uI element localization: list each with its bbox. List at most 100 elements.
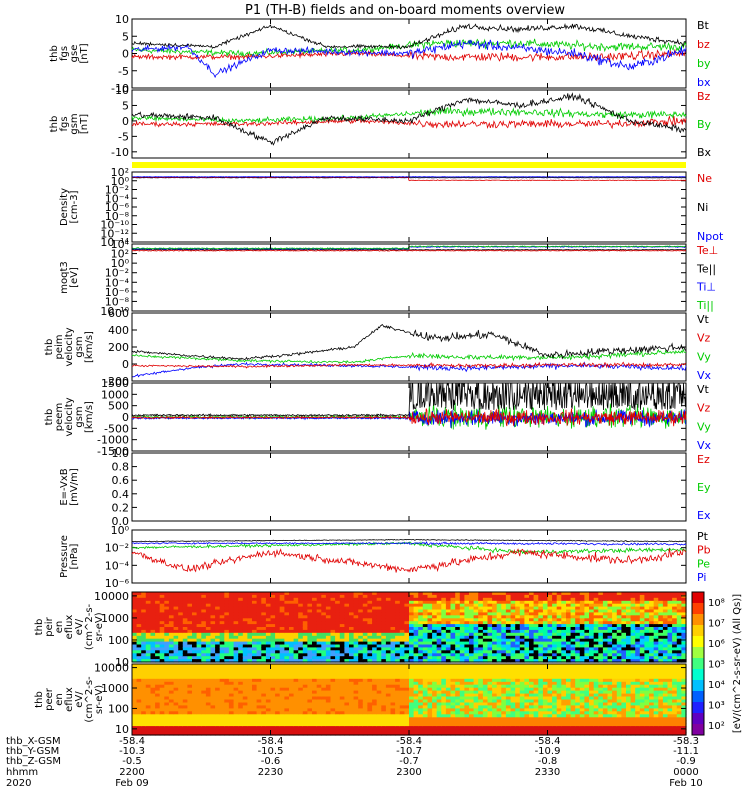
spectrogram-cell: [206, 633, 211, 637]
spectrogram-cell: [294, 633, 299, 637]
spectrogram-cell: [238, 615, 243, 619]
spectrogram-cell: [284, 598, 289, 602]
spectrogram-cell: [252, 598, 257, 602]
spectrogram-cell: [432, 633, 437, 637]
spectrogram-cell: [631, 650, 636, 654]
spectrogram-cell: [303, 650, 308, 654]
spectrogram-cell: [538, 598, 543, 602]
spectrogram-cell: [298, 598, 303, 602]
spectrogram-cell: [557, 615, 562, 619]
spectrogram-cell: [561, 615, 566, 619]
spectrogram-cell: [192, 633, 197, 637]
spectrogram-cell: [483, 598, 488, 602]
spectrogram-cell: [409, 615, 414, 619]
spectrogram-cell: [603, 650, 608, 654]
spectrogram-cell: [183, 598, 188, 602]
spectrogram-cell: [464, 633, 469, 637]
spectrogram-cell: [187, 633, 192, 637]
spectrogram-cell: [663, 615, 668, 619]
y-tick-label: 10⁻⁶: [105, 577, 130, 590]
spectrogram-cell: [663, 633, 668, 637]
spectrogram-cell: [289, 615, 294, 619]
spectrogram-cell: [155, 650, 160, 654]
spectrogram-cell: [220, 615, 225, 619]
spectrogram-cell: [497, 633, 502, 637]
spectrogram-cell: [238, 633, 243, 637]
spectrogram-cell: [151, 650, 156, 654]
spectrogram-cell: [580, 598, 585, 602]
spectrogram-cell: [654, 633, 659, 637]
spectrogram-cell: [654, 598, 659, 602]
spectrogram-cell: [575, 615, 580, 619]
spectrogram-cell: [464, 650, 469, 654]
spectrogram-cell: [377, 650, 382, 654]
spectrogram-cell: [575, 598, 580, 602]
spectrogram-cell: [617, 598, 622, 602]
spectrogram-cell: [363, 650, 368, 654]
spectrogram-cell: [326, 633, 331, 637]
spectrogram-cell: [183, 633, 188, 637]
spectrogram-cell: [243, 615, 248, 619]
spectrogram-cell: [524, 615, 529, 619]
spectrogram-cell: [187, 615, 192, 619]
y-tick-label: 10⁻⁴: [105, 559, 130, 572]
spectrogram-cell: [146, 633, 151, 637]
spectrogram-cell: [234, 650, 239, 654]
spectrogram-cell: [275, 633, 280, 637]
spectrogram-cell: [626, 598, 631, 602]
spectrogram-cell: [238, 650, 243, 654]
spectrogram-cell: [469, 615, 474, 619]
spectrogram-cell: [206, 615, 211, 619]
spectrogram-cell: [247, 650, 252, 654]
spectrogram-cell: [229, 633, 234, 637]
spectrogram-cell: [441, 633, 446, 637]
spectrogram-cell: [672, 650, 677, 654]
spectrogram-cell: [534, 598, 539, 602]
spectrogram-cell: [640, 598, 645, 602]
spectrogram-cell: [658, 598, 663, 602]
spectrogram-cell: [367, 633, 372, 637]
spectrogram-cell: [571, 615, 576, 619]
spectrogram-cell: [492, 633, 497, 637]
spectrogram-cell: [404, 615, 409, 619]
spectrogram-cell: [423, 615, 428, 619]
spectrogram-cell: [497, 598, 502, 602]
spectrogram-cell: [460, 650, 465, 654]
spectrogram-cell: [335, 615, 340, 619]
spectrogram-cell: [446, 615, 451, 619]
legend-entry: Te||: [696, 262, 716, 275]
y-axis-label: [cm-3]: [69, 190, 80, 223]
spectrogram-cell: [474, 633, 479, 637]
spectrogram-cell: [644, 615, 649, 619]
spectrogram-cell: [644, 598, 649, 602]
spectrogram-cell: [178, 633, 183, 637]
spectrogram-cell: [677, 650, 682, 654]
spectrogram-cell: [460, 615, 465, 619]
spectrogram-cell: [649, 598, 654, 602]
spectrogram-cell: [395, 633, 400, 637]
spectrogram-cell: [418, 650, 423, 654]
spectrogram-cell: [151, 633, 156, 637]
spectrogram-cell: [520, 598, 525, 602]
spectrogram-cell: [271, 615, 276, 619]
spectrogram-cell: [589, 633, 594, 637]
spectrogram-cell: [488, 650, 493, 654]
spectrogram-cell: [146, 615, 151, 619]
spectrogram-cell: [358, 615, 363, 619]
spectrogram-cell: [612, 633, 617, 637]
spectrogram-cell: [464, 598, 469, 602]
spectrogram-cell: [617, 650, 622, 654]
spectrogram-cell: [608, 615, 613, 619]
spectrogram-cell: [298, 650, 303, 654]
spectrogram-cell: [215, 598, 220, 602]
spectrogram-cell: [524, 633, 529, 637]
spectrogram-cell: [132, 633, 137, 637]
spectrogram-cell: [603, 633, 608, 637]
spectrogram-cell: [321, 650, 326, 654]
spectrogram-cell: [137, 598, 142, 602]
spectrogram-cell: [192, 650, 197, 654]
spectrogram-cell: [303, 598, 308, 602]
